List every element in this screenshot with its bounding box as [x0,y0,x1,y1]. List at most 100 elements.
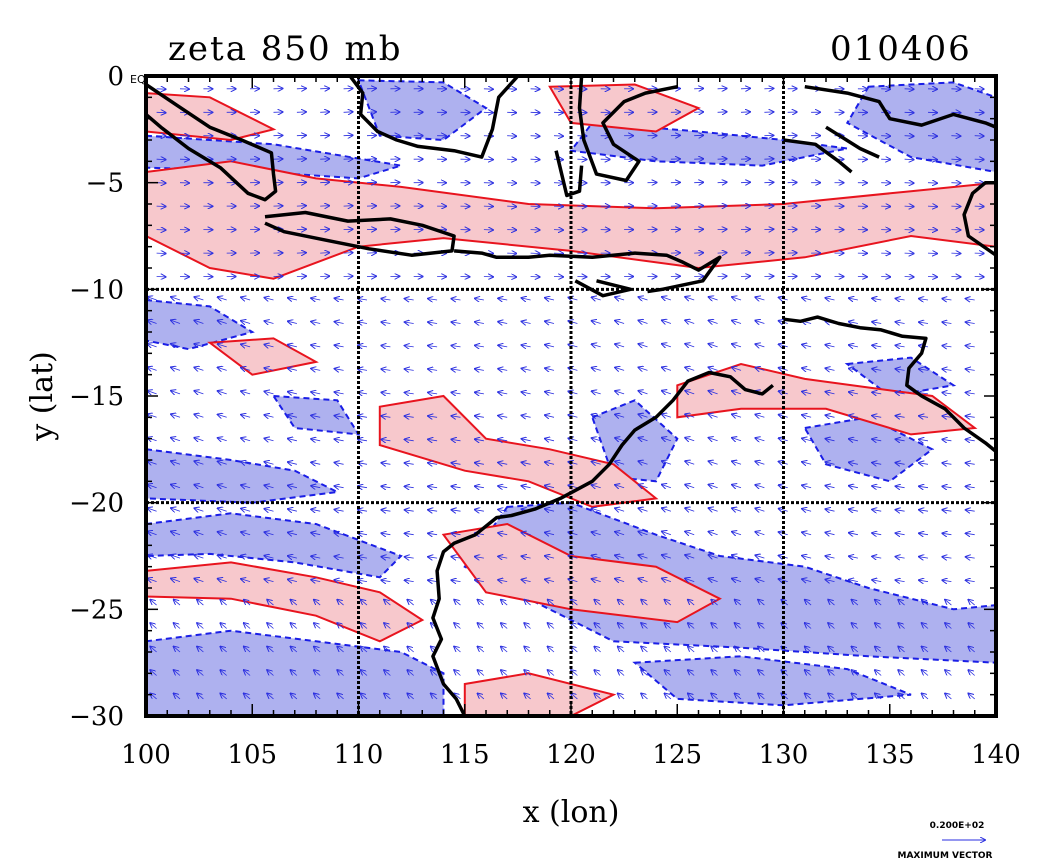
wind-vector [594,647,601,653]
wind-vector [265,368,274,370]
wind-vector [717,182,727,183]
equator-label: EQ [130,73,146,86]
wind-vector [335,533,344,535]
coastline [825,125,880,159]
wind-vector [454,600,461,606]
wind-vector [849,439,858,441]
y-axis-label: y (lat) [25,351,60,441]
wind-vector [475,486,484,488]
wind-vector [802,532,812,534]
wind-vector [407,670,414,676]
wind-vector [615,368,625,371]
wind-vector [826,580,835,582]
wind-vector [966,322,975,323]
wind-vector [966,439,975,440]
wind-vector [732,297,742,300]
wind-vector [849,580,858,582]
wind-vector [361,694,368,700]
wind-vector [358,510,368,512]
wind-vector [498,369,508,371]
wind-vector [478,694,485,700]
wind-vector [872,392,882,394]
wind-vector [405,416,414,417]
wind-vector [852,694,859,700]
wind-vector [174,647,181,653]
wind-vector [592,297,601,300]
wind-vector [337,670,344,676]
wind-vector [428,393,438,394]
wind-vector [288,415,297,417]
wind-vector [896,510,905,512]
wind-vector [194,508,204,511]
wind-vector [174,694,181,700]
wind-vector [428,463,438,464]
wind-vector [267,694,274,700]
wind-vector [875,623,882,629]
wind-vector [665,623,672,629]
wind-vector [194,320,204,323]
wind-vector [288,533,297,535]
wind-vector [522,439,531,441]
wind-vector [802,298,812,300]
wind-vector [452,299,461,300]
wind-vector [639,438,648,441]
wind-vector [405,322,414,323]
wind-vector [898,600,905,606]
coastline [348,76,520,159]
wind-vector [615,297,625,300]
wind-vector [688,694,695,700]
wind-vector [311,439,321,441]
wind-vector [852,670,859,676]
wind-vector [288,321,297,323]
wind-vector [522,462,531,464]
wind-vector [615,391,625,394]
wind-vector [711,647,718,653]
wind-vector [291,623,298,629]
wind-vector [594,694,601,700]
wind-vector [288,509,297,511]
wind-vector [709,579,718,582]
wind-vector [942,299,952,300]
wind-vector [779,368,788,371]
wind-vector [343,253,353,254]
wind-vector [545,439,555,441]
wind-vector [174,670,181,676]
wind-vector [709,367,718,370]
wind-vector [592,368,601,371]
wind-vector [475,322,484,324]
wind-vector [452,322,461,324]
wind-vector [945,600,952,606]
wind-vector [478,623,485,629]
wind-vector [849,298,858,300]
wind-vector [454,647,461,653]
wind-vector [265,509,274,511]
wind-vector [966,393,975,394]
wind-vector [662,414,672,417]
wind-vector [732,438,742,441]
wind-vector [337,623,344,629]
wind-vector [618,670,625,676]
wind-vector [872,533,882,535]
wind-vector [732,485,742,488]
wind-vector [405,463,414,464]
wind-vector [618,600,625,606]
wind-vector [288,439,297,441]
wind-vector [545,415,555,417]
wind-vector [452,346,461,347]
wind-vector [896,463,905,465]
wind-vector [615,321,625,324]
wind-vector [849,556,858,558]
wind-vector [405,369,414,370]
wind-vector [384,600,391,606]
wind-vector [802,438,812,440]
wind-vector [524,600,531,606]
wind-vector [685,485,695,488]
wind-vector [241,415,251,418]
wind-vector [288,579,297,581]
wind-vector [454,694,461,700]
wind-vector [267,647,274,653]
wind-vector [498,486,508,488]
wind-vector [896,533,905,535]
wind-vector [291,647,298,653]
wind-vector [828,647,835,653]
